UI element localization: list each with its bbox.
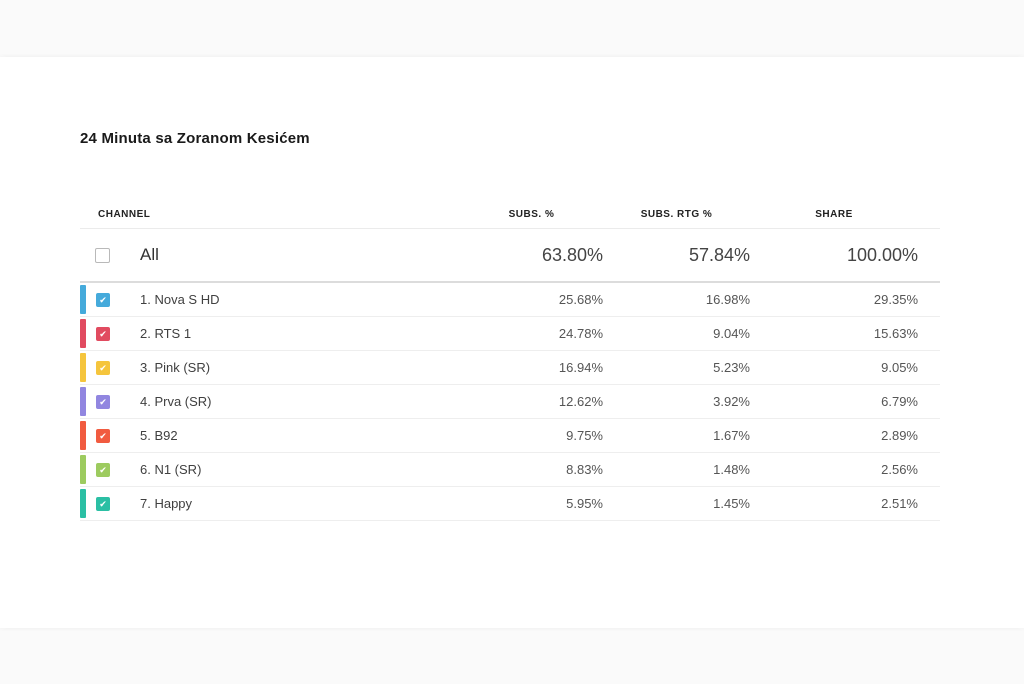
table-header-row: CHANNEL SUBS. % SUBS. RTG % SHARE (80, 200, 940, 229)
channel-label: 2. RTS 1 (140, 326, 192, 341)
share-value: 15.63% (873, 326, 918, 341)
all-row-channel-cell: All (80, 245, 460, 265)
channel-color-bar (80, 353, 86, 382)
checkbox-checked[interactable]: ✔ (96, 428, 110, 443)
subs-rtg-value: 1.48% (713, 462, 750, 477)
subs-value: 16.94% (558, 360, 603, 375)
subs-value: 25.68% (558, 292, 603, 307)
table-row[interactable]: ✔ 7. Happy 5.95% 1.45% 2.51% (80, 487, 940, 521)
checkbox-checked[interactable]: ✔ (96, 326, 110, 341)
all-row-label: All (140, 245, 159, 264)
subs-rtg-value: 16.98% (705, 292, 750, 307)
checkbox-checked[interactable]: ✔ (96, 394, 110, 409)
all-checkbox-unchecked[interactable] (95, 248, 110, 263)
subs-rtg-value: 9.04% (713, 326, 750, 341)
subs-rtg-value: 1.45% (713, 496, 750, 511)
channel-cell: ✔ 2. RTS 1 (80, 319, 460, 348)
subs-rtg-value: 1.67% (713, 428, 750, 443)
checkbox-checked[interactable]: ✔ (96, 496, 110, 511)
table-row[interactable]: ✔ 1. Nova S HD 25.68% 16.98% 29.35% (80, 283, 940, 317)
subs-value: 12.62% (558, 394, 603, 409)
share-value: 6.79% (881, 394, 918, 409)
channel-color-bar (80, 387, 86, 416)
share-value: 2.56% (881, 462, 918, 477)
table-row[interactable]: ✔ 4. Prva (SR) 12.62% 3.92% 6.79% (80, 385, 940, 419)
channel-cell: ✔ 7. Happy (80, 489, 460, 518)
channel-ratings-table: CHANNEL SUBS. % SUBS. RTG % SHARE All 63… (80, 200, 940, 521)
column-header-share[interactable]: SHARE (815, 208, 853, 220)
column-header-channel[interactable]: CHANNEL (98, 208, 151, 220)
all-share-value: 100.00% (846, 244, 918, 265)
channel-cell: ✔ 4. Prva (SR) (80, 387, 460, 416)
share-value: 29.35% (873, 292, 918, 307)
subs-rtg-value: 3.92% (713, 394, 750, 409)
subs-rtg-value: 5.23% (713, 360, 750, 375)
page-title: 24 Minuta sa Zoranom Kesićem (80, 130, 310, 147)
channel-label: 5. B92 (140, 428, 178, 443)
channel-label: 7. Happy (140, 496, 193, 511)
table-row[interactable]: ✔ 3. Pink (SR) 16.94% 5.23% 9.05% (80, 351, 940, 385)
channel-color-bar (80, 489, 86, 518)
report-card: 24 Minuta sa Zoranom Kesićem CHANNEL SUB… (0, 57, 1024, 628)
share-value: 9.05% (881, 360, 918, 375)
all-subs-rtg-value: 57.84% (688, 244, 750, 265)
channel-cell: ✔ 6. N1 (SR) (80, 455, 460, 484)
table-row[interactable]: ✔ 2. RTS 1 24.78% 9.04% 15.63% (80, 317, 940, 351)
channel-label: 1. Nova S HD (140, 292, 220, 307)
channel-color-bar (80, 319, 86, 348)
subs-value: 8.83% (566, 462, 603, 477)
share-value: 2.51% (881, 496, 918, 511)
channel-color-bar (80, 455, 86, 484)
channel-cell: ✔ 1. Nova S HD (80, 285, 460, 314)
table-row[interactable]: ✔ 5. B92 9.75% 1.67% 2.89% (80, 419, 940, 453)
subs-value: 9.75% (566, 428, 603, 443)
channel-label: 4. Prva (SR) (140, 394, 212, 409)
subs-value: 5.95% (566, 496, 603, 511)
share-value: 2.89% (881, 428, 918, 443)
table-row[interactable]: ✔ 6. N1 (SR) 8.83% 1.48% 2.56% (80, 453, 940, 487)
channel-color-bar (80, 421, 86, 450)
channel-label: 6. N1 (SR) (140, 462, 202, 477)
all-subs-value: 63.80% (541, 244, 603, 265)
column-header-subs[interactable]: SUBS. % (508, 208, 555, 220)
checkbox-checked[interactable]: ✔ (96, 360, 110, 375)
subs-value: 24.78% (558, 326, 603, 341)
table-row-all[interactable]: All 63.80% 57.84% 100.00% (80, 229, 940, 283)
channel-cell: ✔ 3. Pink (SR) (80, 353, 460, 382)
column-header-subs-rtg[interactable]: SUBS. RTG % (640, 208, 713, 220)
checkbox-checked[interactable]: ✔ (96, 292, 110, 307)
checkbox-checked[interactable]: ✔ (96, 462, 110, 477)
channel-label: 3. Pink (SR) (140, 360, 211, 375)
channel-cell: ✔ 5. B92 (80, 421, 460, 450)
channel-color-bar (80, 285, 86, 314)
